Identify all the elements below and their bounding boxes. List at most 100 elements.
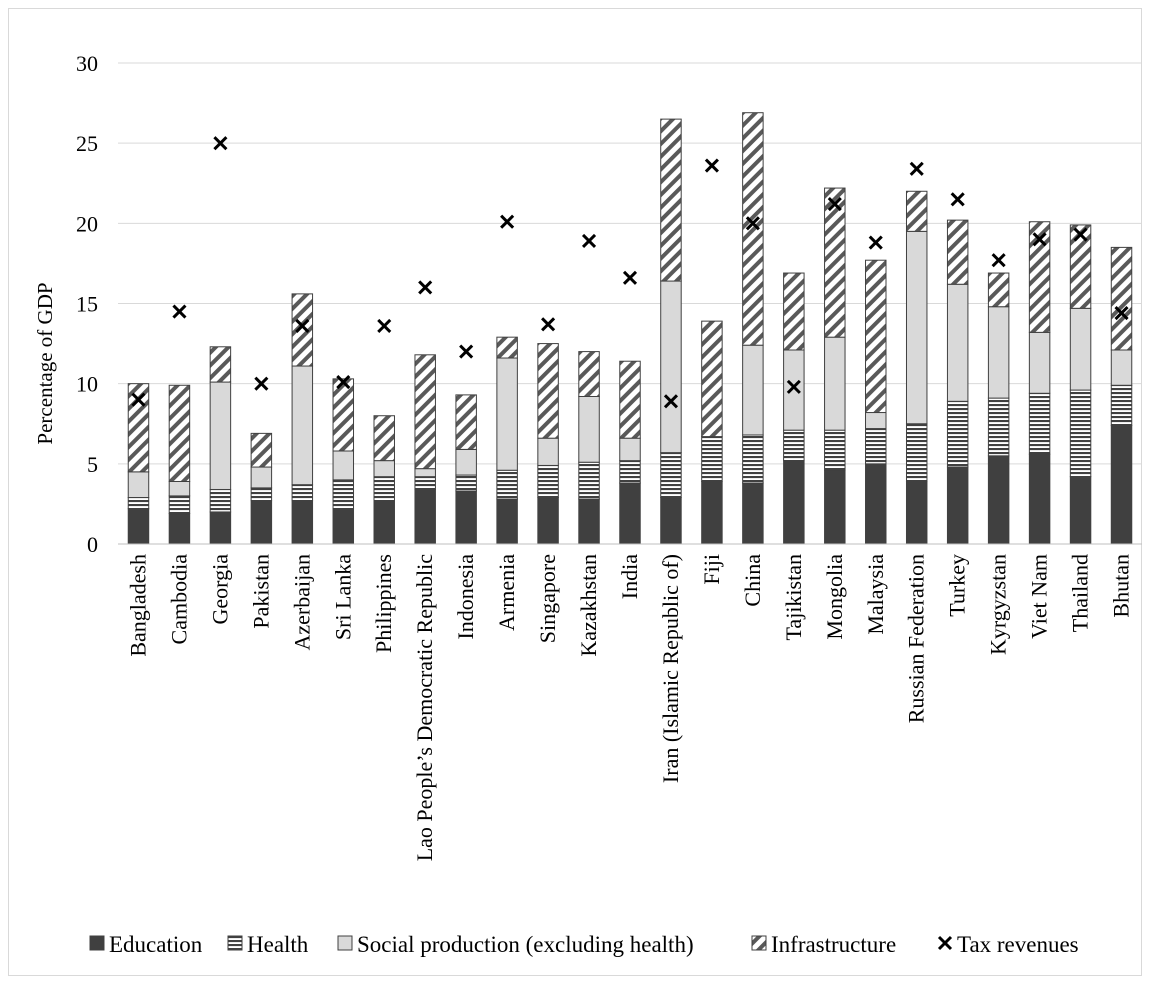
bar-segment-health: [742, 434, 764, 484]
x-tick-label: Cambodia: [166, 554, 191, 645]
bar-stack: [905, 190, 928, 545]
legend-swatch-x-icon: [937, 935, 953, 951]
tax-revenue-marker: [1032, 232, 1047, 247]
x-tick-label: Armenia: [494, 554, 519, 631]
tax-revenue-marker: [418, 280, 433, 295]
bar-segment-health: [414, 476, 436, 490]
y-tick-label: 10: [76, 372, 98, 397]
bar-segment-education: [824, 469, 846, 545]
bar-segment-health: [373, 476, 395, 502]
tax-revenue-marker: [950, 192, 965, 207]
tax-revenue-marker: [500, 214, 515, 229]
bar-segment-education: [783, 460, 805, 545]
bar-segment-health: [332, 479, 355, 510]
x-tick-label: Russian Federation: [904, 554, 929, 723]
x-tick-label: Fiji: [699, 554, 724, 585]
bar-stack: [537, 343, 559, 545]
x-tick-label: Kazakhstan: [576, 554, 601, 657]
bar-segment-infrastructure: [701, 320, 723, 438]
x-tick-label: Lao People’s Democratic Republic: [412, 554, 437, 862]
bar-stack: [865, 259, 887, 545]
legend-item: Social production (excluding health): [337, 932, 694, 957]
legend-label: Infrastructure: [771, 932, 896, 957]
bar-segment-infrastructure: [455, 394, 477, 450]
bar-stack: [742, 112, 764, 545]
bar-segment-social-production-excluding-health: [250, 466, 273, 489]
tax-revenue-marker: [377, 318, 392, 334]
legend-swatch: [751, 935, 767, 951]
legend-label: Social production (excluding health): [357, 932, 694, 957]
x-tick-label: Azerbaijan: [289, 554, 314, 651]
bar-stack: [619, 360, 641, 545]
legend: Education Health Social production (exclud…: [89, 932, 1079, 957]
bar-segment-health: [987, 397, 1010, 457]
tax-revenue-marker: [1114, 306, 1129, 321]
bar-stack: [373, 415, 395, 545]
x-tick-label: Thailand: [1068, 554, 1093, 632]
y-axis-title: Percentage of GDP: [33, 282, 57, 444]
tax-revenue-marker: [336, 375, 351, 390]
bar-segment-social-production-excluding-health: [742, 344, 764, 436]
bar-segment-social-production-excluding-health: [1069, 307, 1092, 391]
bar-segment-education: [537, 497, 559, 545]
bar-stack: [701, 320, 723, 545]
bar-segment-health: [455, 474, 477, 492]
x-tick-label: Bhutan: [1109, 554, 1134, 618]
y-tick-label: 0: [87, 532, 98, 557]
bar-segment-education: [578, 498, 600, 545]
bar-segment-infrastructure: [496, 336, 518, 359]
bar-stack: [1028, 221, 1051, 545]
bar-segment-infrastructure: [414, 354, 436, 470]
y-tick-label: 25: [76, 131, 98, 156]
tax-revenue-marker: [786, 379, 801, 394]
bar-stack: [209, 346, 232, 545]
bar-segment-social-production-excluding-health: [1110, 349, 1133, 386]
x-tick-label: Mongolia: [822, 554, 847, 640]
bar-segment-social-production-excluding-health: [783, 349, 805, 431]
bar-segment-education: [127, 508, 150, 545]
bar-segment-health: [209, 488, 232, 513]
bar-stack: [824, 187, 846, 545]
bar-segment-health: [1069, 389, 1092, 478]
bar-stack: [496, 336, 518, 545]
bar-segment-education: [1028, 453, 1051, 545]
bar-segment-health: [1028, 392, 1051, 455]
bar-segment-health: [865, 428, 887, 465]
bar-segment-infrastructure: [578, 351, 600, 397]
bar-segment-social-production-excluding-health: [496, 357, 518, 471]
bar-stack: [127, 383, 150, 545]
x-tick-label: Pakistan: [248, 554, 273, 629]
bar-segment-infrastructure: [209, 346, 232, 383]
bar-segment-social-production-excluding-health: [455, 448, 477, 476]
x-tick-label: Kyrgyzstan: [986, 554, 1011, 655]
x-tick-label: Indonesia: [453, 554, 478, 640]
x-tick-label: Sri Lanka: [330, 554, 355, 640]
tax-revenue-marker: [459, 344, 474, 359]
x-tick-label: China: [740, 554, 765, 607]
y-tick-label: 15: [76, 292, 98, 317]
bar-segment-health: [905, 423, 928, 482]
x-tick-label: Malaysia: [863, 554, 888, 635]
tax-revenue-marker: [1073, 227, 1088, 242]
legend-label: Health: [247, 932, 309, 957]
tax-revenue-marker: [868, 235, 883, 250]
legend-label: Education: [109, 932, 203, 957]
tax-revenue-marker: [541, 317, 556, 332]
legend-swatch: [337, 935, 353, 951]
x-tick-label: Iran (Islamic Republic of): [658, 554, 683, 783]
bar-segment-health: [619, 460, 641, 484]
bar-segment-education: [250, 500, 273, 545]
bar-segment-education: [291, 500, 314, 545]
bar-stack: [414, 354, 436, 545]
bar-segment-health: [1110, 384, 1133, 426]
bars-layer: [127, 112, 1133, 545]
bar-segment-infrastructure: [619, 360, 641, 439]
x-tick-label: Georgia: [207, 554, 232, 625]
bar-segment-infrastructure: [537, 343, 559, 439]
bar-segment-health: [291, 484, 314, 502]
bar-segment-social-production-excluding-health: [865, 412, 887, 430]
x-tick-label: Bangladesh: [125, 554, 150, 657]
bar-stack: [250, 432, 273, 545]
legend-item: Education: [89, 932, 203, 957]
tax-revenue-marker: [581, 233, 597, 249]
